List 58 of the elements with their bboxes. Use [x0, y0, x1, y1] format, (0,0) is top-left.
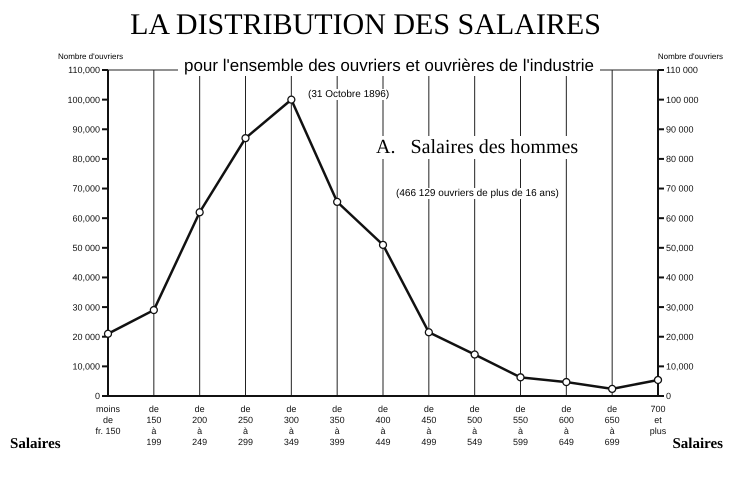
x-tick-label: de 250 à 299	[238, 404, 254, 447]
y2-tick-label: 40 000	[666, 272, 694, 283]
x-tick-label: de 600 à 649	[558, 404, 574, 447]
y2-tick-label: 50,000	[666, 243, 694, 254]
y-tick-label: 10,000	[72, 362, 100, 372]
y2-tick-label: 30,000	[666, 302, 694, 312]
y-axis-title: Nombre d'ouvriers	[58, 52, 124, 61]
x-tick-label: de 300 à 349	[284, 404, 299, 447]
annotation: (31 Octobre 1896)	[308, 89, 390, 100]
x-tick-label: de 550 à 599	[512, 404, 528, 447]
point	[654, 376, 662, 384]
y2-tick-label: 70 000	[666, 184, 694, 194]
x-tick-label: 700 et plus	[650, 404, 667, 436]
y-tick-label: 0	[94, 391, 100, 402]
y-tick-label: 20 000	[72, 332, 100, 342]
x-tick-label: de 400 à 449	[375, 404, 391, 447]
y2-tick-label: 60 000	[666, 213, 694, 224]
y2-tick-label: 20,000	[666, 332, 694, 342]
x-tick-label: de 500 à 549	[467, 404, 482, 447]
point	[516, 373, 525, 382]
y-tick-label: 50 000	[72, 243, 100, 254]
point	[333, 198, 342, 206]
chart-title: LA DISTRIBUTION DES SALAIRES	[129, 8, 602, 42]
x-axis-title: Salaires	[672, 436, 723, 453]
point	[378, 240, 388, 250]
y-tick-label: 60,000	[72, 213, 100, 224]
y-tick-label: 70,000	[72, 184, 100, 194]
y2-tick-label: 10,000	[666, 362, 694, 372]
y-tick-label: 90,000	[72, 124, 100, 134]
x-tick-label: moins de fr. 150	[95, 404, 121, 436]
x-tick-label: de 650 à 699	[604, 404, 620, 447]
point	[241, 134, 250, 142]
y2-tick-label: 0	[666, 391, 672, 402]
y2-tick-label: 80 000	[666, 154, 694, 164]
annotation: (466 129 ouvriers de plus de 16 ans)	[390, 188, 565, 199]
y2-axis-title: Nombre d'ouvriers	[658, 52, 723, 61]
y-tick-label: 80,000	[72, 154, 100, 164]
y-tick-label: 40,000	[72, 272, 100, 283]
y-tick-label: 110,000	[68, 65, 100, 76]
y-tick-label: 30 000	[72, 302, 100, 312]
text: Salaires	[10, 436, 61, 452]
point	[608, 384, 616, 394]
chart-subtitle: pour l'ensemble des ouvriers et ouvrières de l'industrie	[178, 56, 600, 76]
x-tick-label: de 200 à 249	[192, 404, 208, 447]
point	[150, 306, 158, 314]
y2-tick-label: 100 000	[666, 94, 699, 105]
point	[470, 350, 479, 359]
annotation: A. Salaires des hommes	[370, 136, 584, 159]
x-tick-label: de 150 à 199	[146, 404, 162, 447]
y2-tick-label: 90 000	[666, 124, 694, 134]
point	[287, 95, 296, 104]
point	[424, 328, 433, 336]
point	[196, 208, 204, 216]
x-tick-label: de 450 à 499	[421, 404, 436, 447]
y-tick-label: 100,000	[67, 94, 100, 105]
y2-tick-label: 110 000	[666, 65, 698, 76]
point	[562, 378, 570, 386]
x-tick-label: de 350 à 399	[330, 404, 345, 447]
